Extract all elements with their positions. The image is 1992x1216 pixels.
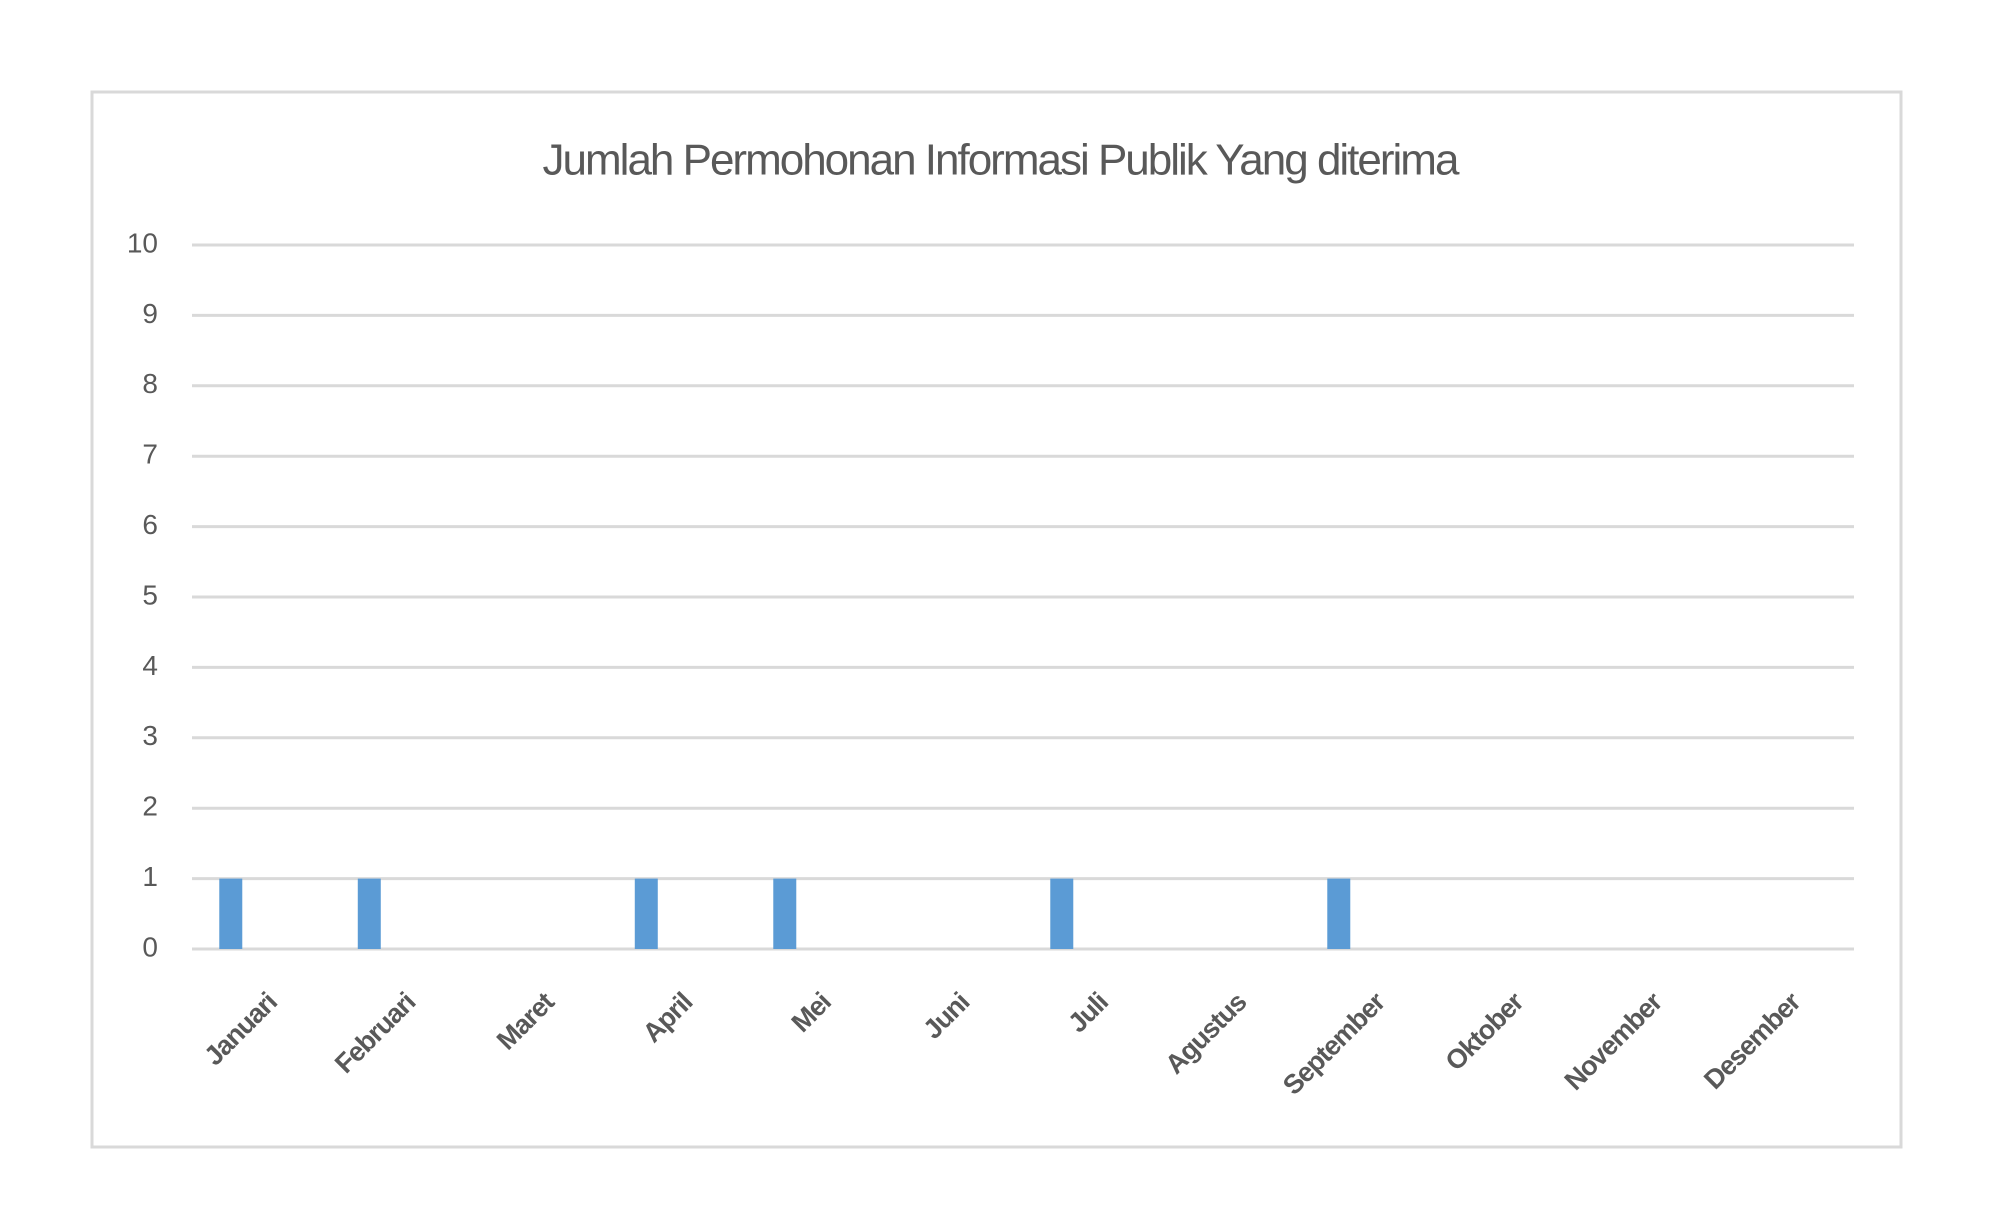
y-tick-label: 1 [142,861,158,892]
y-tick-label: 6 [142,509,158,540]
y-tick-label: 9 [142,298,158,329]
y-tick-label: 10 [127,227,158,258]
bar [219,878,243,949]
bar [634,878,658,949]
y-tick-label: 3 [142,720,158,751]
bar [1327,878,1351,949]
chart-title: Jumlah Permohonan Informasi Publik Yang … [543,136,1460,185]
y-tick-label: 8 [142,368,158,399]
y-tick-label: 0 [142,931,158,962]
bar [357,878,381,949]
y-tick-label: 5 [142,579,158,610]
y-tick-label: 7 [142,439,158,470]
y-tick-label: 2 [142,791,158,822]
bar [773,878,797,949]
bar [1050,878,1074,949]
chart-frame [90,90,1903,1149]
y-tick-label: 4 [142,650,158,681]
